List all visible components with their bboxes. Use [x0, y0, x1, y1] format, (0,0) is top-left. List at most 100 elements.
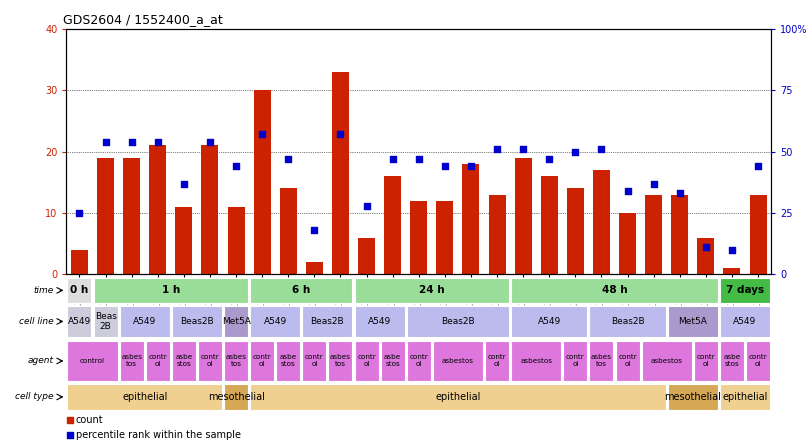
Text: asbe
stos: asbe stos [384, 354, 401, 368]
Point [647, 180, 660, 187]
Bar [254, 90, 271, 274]
Text: contr
ol: contr ol [488, 354, 506, 368]
Bar [407, 305, 509, 337]
Bar [172, 341, 196, 381]
Bar [120, 305, 170, 337]
Point [752, 163, 765, 170]
Bar [697, 238, 714, 274]
Text: asbestos: asbestos [650, 358, 683, 364]
Bar [250, 305, 301, 337]
Bar [384, 176, 401, 274]
Bar [149, 146, 166, 274]
Text: control: control [80, 358, 105, 364]
Bar [67, 305, 92, 337]
Point [308, 226, 321, 234]
Bar [667, 305, 718, 337]
Point [126, 138, 139, 145]
Bar [720, 341, 744, 381]
Point [699, 244, 712, 251]
Text: mesothelial: mesothelial [207, 392, 265, 402]
Text: Beas2B: Beas2B [310, 317, 344, 326]
Text: Met5A: Met5A [222, 317, 250, 326]
Bar [616, 341, 640, 381]
Bar [667, 384, 718, 410]
Bar [67, 384, 222, 410]
Point [491, 146, 504, 153]
Bar [511, 341, 561, 381]
Bar [564, 341, 587, 381]
Bar [329, 341, 352, 381]
Bar [619, 213, 636, 274]
Bar [202, 146, 219, 274]
Bar [250, 341, 274, 381]
Text: asbe
stos: asbe stos [279, 354, 297, 368]
Bar [279, 188, 296, 274]
Text: Beas
2B: Beas 2B [95, 312, 117, 331]
Bar [590, 305, 666, 337]
Text: agent: agent [28, 357, 53, 365]
Point [203, 138, 216, 145]
Text: contr
ol: contr ol [253, 354, 271, 368]
Bar [511, 278, 718, 303]
Point [177, 180, 190, 187]
Bar [67, 278, 92, 303]
Text: 1 h: 1 h [162, 285, 180, 295]
Point [726, 246, 739, 254]
Bar [485, 341, 509, 381]
Point [73, 210, 86, 217]
Point [517, 146, 530, 153]
Bar [97, 158, 114, 274]
Text: 48 h: 48 h [602, 285, 627, 295]
Bar [224, 384, 248, 410]
Bar [723, 268, 740, 274]
Text: A549: A549 [68, 317, 91, 326]
Text: time: time [33, 286, 53, 295]
Bar [355, 278, 509, 303]
Bar [71, 250, 88, 274]
Text: asbes
tos: asbes tos [330, 354, 351, 368]
Bar [302, 341, 326, 381]
Bar [355, 305, 405, 337]
Text: contr
ol: contr ol [148, 354, 167, 368]
Point [282, 155, 295, 163]
Text: epithelial: epithelial [122, 392, 168, 402]
Point [569, 148, 582, 155]
Text: contr
ol: contr ol [748, 354, 767, 368]
Text: epithelial: epithelial [435, 392, 480, 402]
Point [464, 163, 477, 170]
Text: 0 h: 0 h [70, 285, 88, 295]
Point [151, 138, 164, 145]
Bar [332, 72, 349, 274]
Bar [172, 305, 222, 337]
Bar [590, 341, 613, 381]
Point [438, 163, 451, 170]
Text: count: count [75, 415, 103, 425]
Text: contr
ol: contr ol [618, 354, 637, 368]
Text: Beas2B: Beas2B [441, 317, 475, 326]
Bar [642, 341, 692, 381]
Bar [720, 278, 770, 303]
Bar [749, 194, 766, 274]
Bar [355, 341, 378, 381]
Bar [407, 341, 431, 381]
Bar [224, 305, 248, 337]
Text: percentile rank within the sample: percentile rank within the sample [75, 429, 241, 440]
Text: contr
ol: contr ol [201, 354, 220, 368]
Bar [228, 207, 245, 274]
Text: contr
ol: contr ol [305, 354, 324, 368]
Text: contr
ol: contr ol [357, 354, 376, 368]
Point [621, 187, 634, 194]
Bar [694, 341, 718, 381]
Bar [224, 341, 248, 381]
Bar [94, 278, 248, 303]
Bar [120, 341, 143, 381]
Bar [358, 238, 375, 274]
Point [595, 146, 608, 153]
Text: Met5A: Met5A [679, 317, 707, 326]
Text: Beas2B: Beas2B [180, 317, 214, 326]
Point [386, 155, 399, 163]
Point [412, 155, 425, 163]
Text: contr
ol: contr ol [566, 354, 585, 368]
Point [99, 138, 112, 145]
Text: asbes
tos: asbes tos [591, 354, 612, 368]
